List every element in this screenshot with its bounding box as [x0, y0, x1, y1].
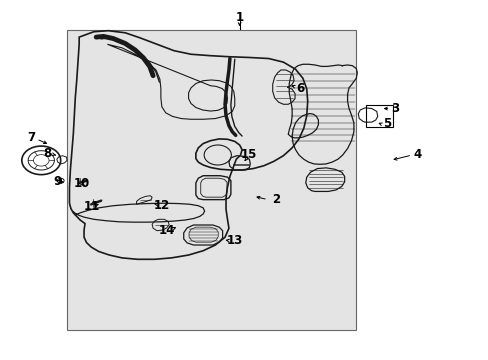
- Text: 6: 6: [296, 82, 304, 95]
- Text: 1: 1: [235, 11, 243, 24]
- Text: 8: 8: [43, 147, 52, 160]
- Text: 14: 14: [158, 224, 175, 237]
- Text: 13: 13: [226, 234, 243, 247]
- Text: 7: 7: [27, 131, 36, 144]
- Bar: [67, 30, 356, 330]
- Bar: [366, 105, 392, 127]
- Text: 4: 4: [412, 148, 420, 162]
- Text: 12: 12: [153, 198, 170, 212]
- Text: 10: 10: [73, 177, 90, 190]
- Text: 2: 2: [271, 193, 280, 206]
- Text: 3: 3: [390, 102, 399, 115]
- Text: 5: 5: [382, 117, 390, 130]
- Text: 11: 11: [83, 200, 99, 213]
- Text: 9: 9: [53, 175, 61, 188]
- Text: 15: 15: [241, 148, 257, 162]
